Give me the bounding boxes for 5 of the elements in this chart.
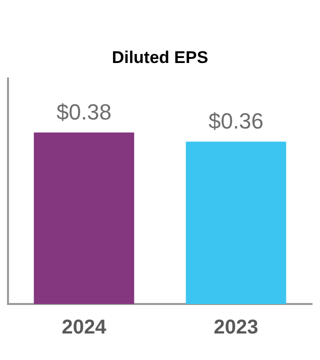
- x-tick-label: 2023: [214, 316, 258, 339]
- chart-title: Diluted EPS: [112, 48, 208, 67]
- data-label: $0.36: [208, 108, 264, 134]
- x-tick-label: 2024: [62, 316, 108, 339]
- data-label: $0.38: [56, 100, 112, 125]
